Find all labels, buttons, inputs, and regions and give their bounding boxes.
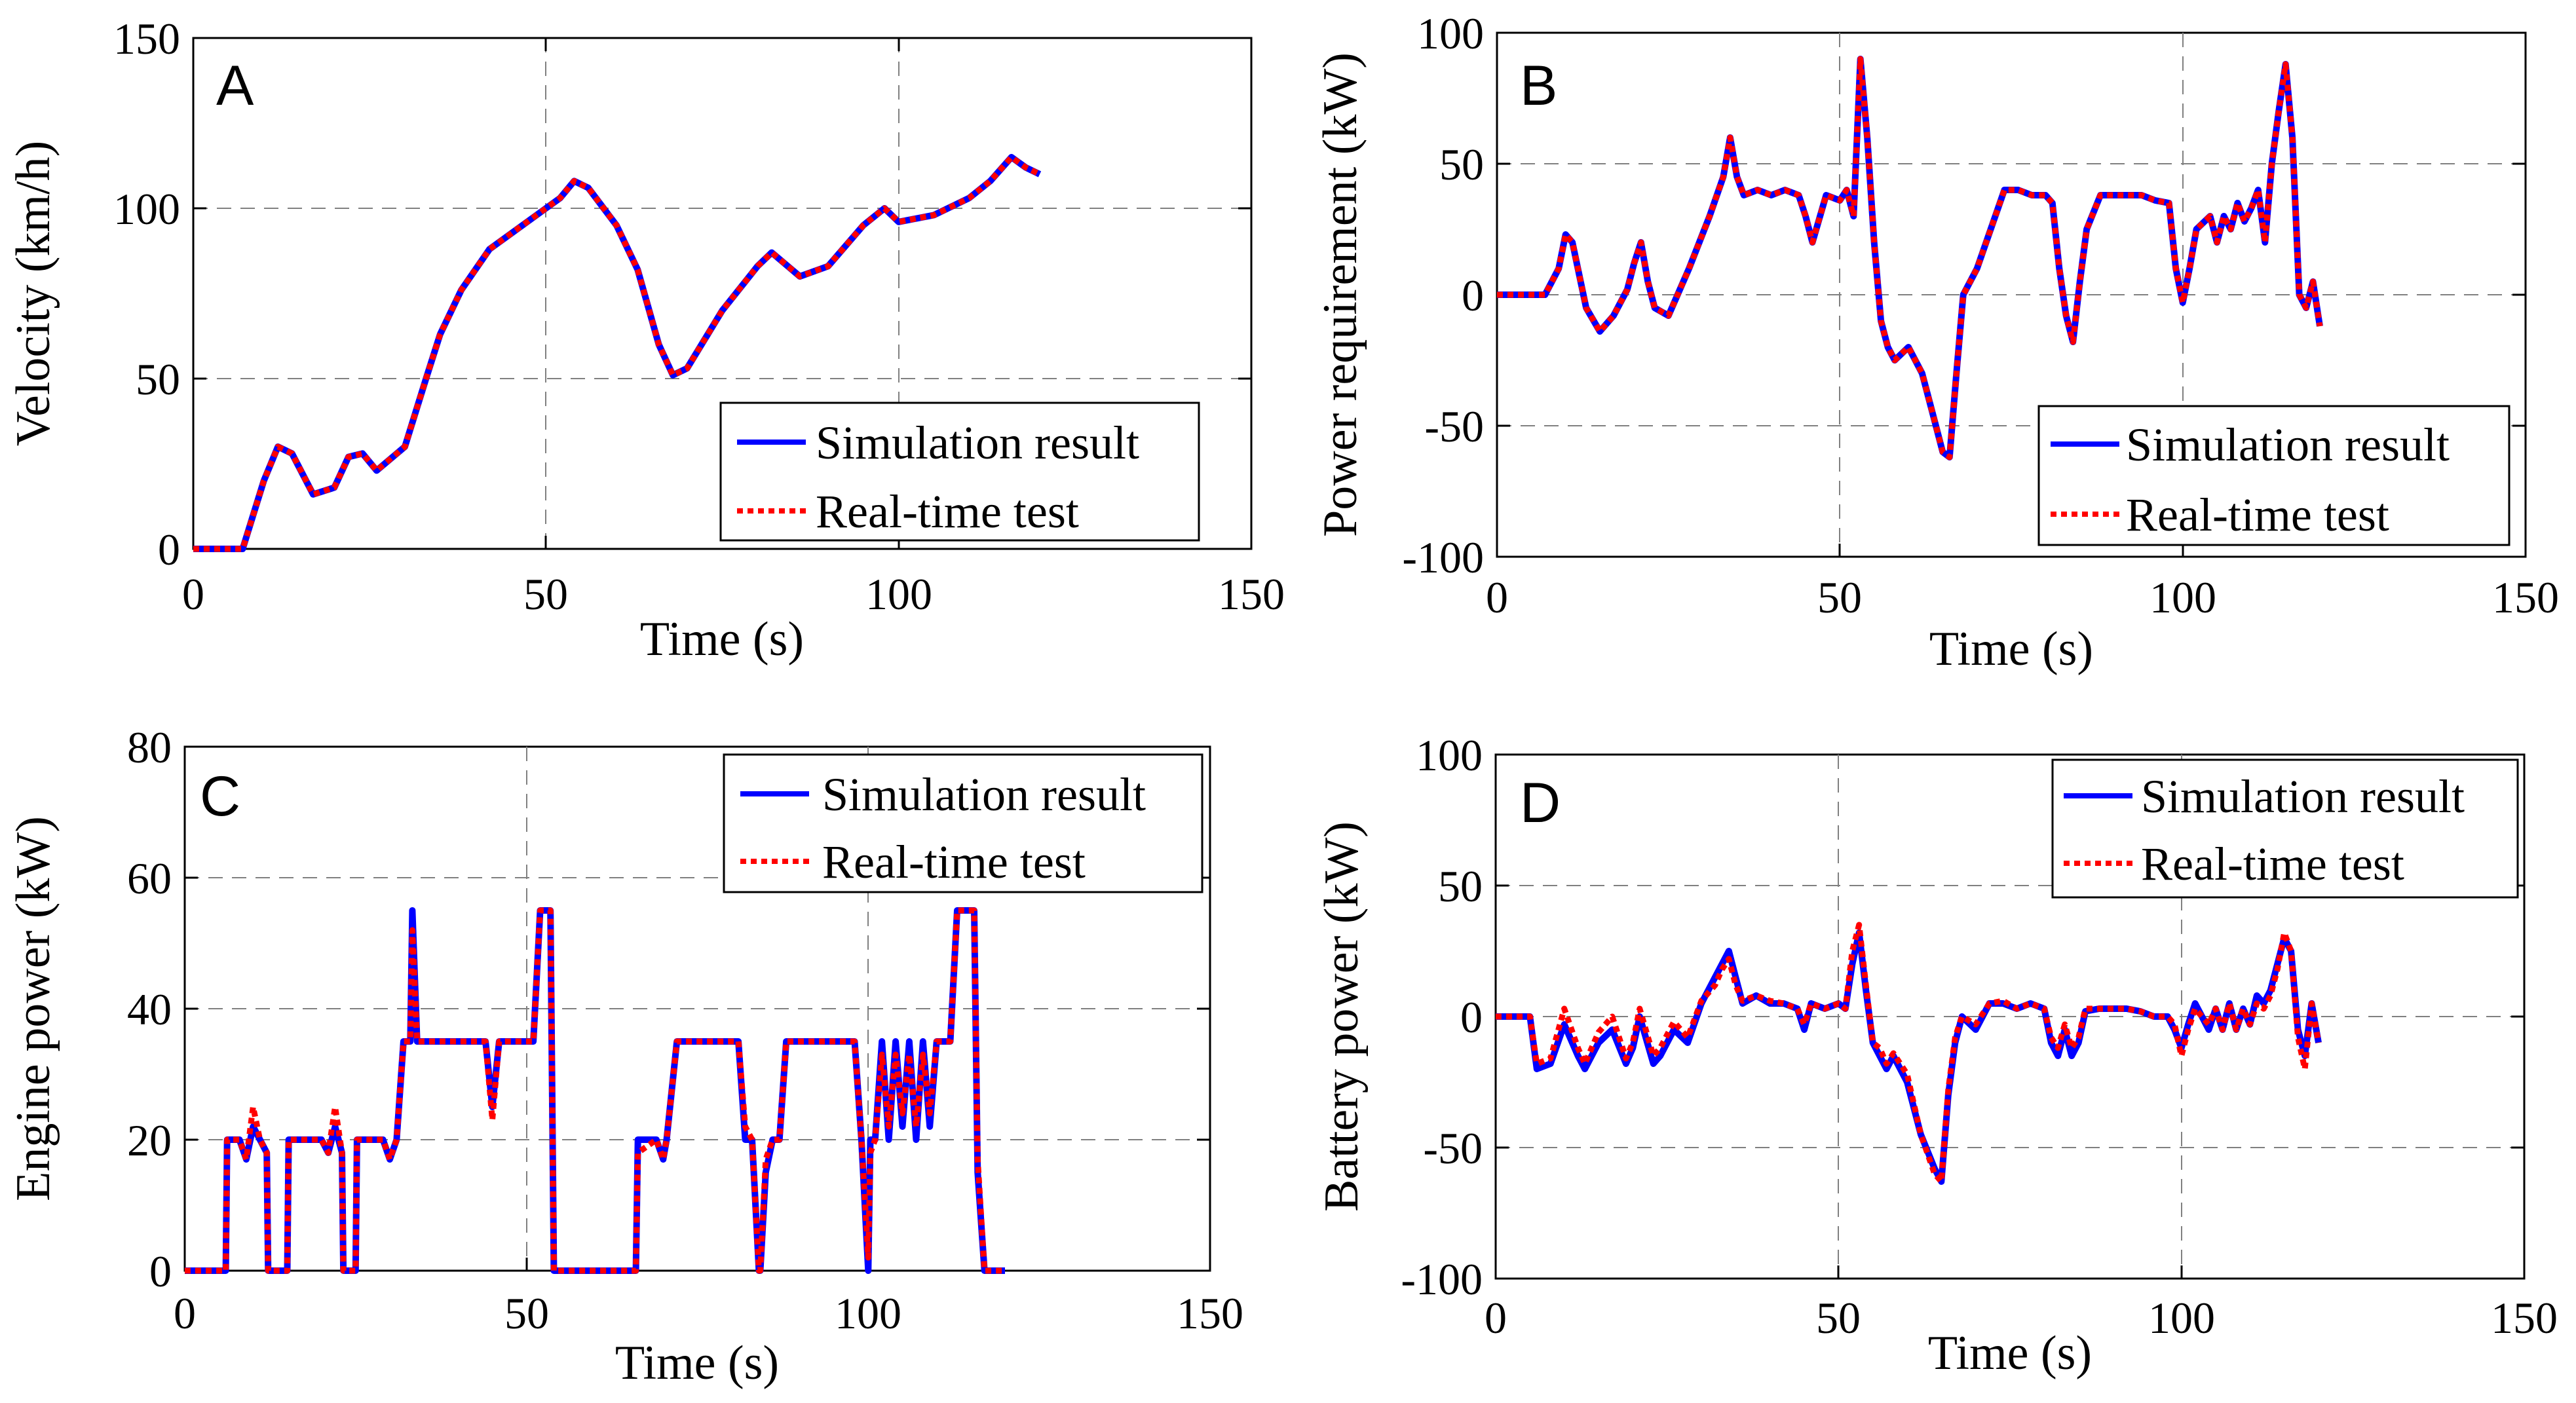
- panel-a-series: [193, 154, 1042, 552]
- panel-a-ytick-0: 0: [158, 525, 180, 574]
- panel-a-realtime-line: [193, 154, 1041, 552]
- panel-a-xtick-100: 100: [865, 569, 932, 619]
- panel-d-xtick-0: 0: [1485, 1293, 1507, 1343]
- panel-b-ytick-n50: -50: [1424, 402, 1484, 451]
- panel-d-ytick-0: 0: [1460, 992, 1483, 1042]
- panel-c-xtick-50: 50: [504, 1288, 549, 1338]
- panel-b: B 0 50 100 150 -100 -50 0 50 100 Time (s…: [1314, 9, 2559, 676]
- panel-a-xtick-0: 0: [182, 569, 204, 619]
- panel-d-ylabel: Battery power (kW): [1315, 821, 1369, 1212]
- panel-b-ytick-0: 0: [1462, 271, 1484, 320]
- panel-a-xtick-50: 50: [523, 569, 568, 619]
- panel-d-legend: Simulation result Real-time test: [2051, 758, 2519, 899]
- panel-a-legend: Simulation result Real-time test: [719, 402, 1200, 542]
- panel-a-ytick-50: 50: [136, 354, 180, 404]
- panel-a-xtick-150: 150: [1218, 569, 1285, 619]
- panel-a-label: A: [216, 54, 254, 117]
- panel-d-ytick-n50: -50: [1423, 1123, 1483, 1173]
- panel-d-simulation-line: [1496, 929, 2322, 1185]
- panel-b-xtick-150: 150: [2492, 572, 2559, 622]
- panel-c-ytick-40: 40: [127, 984, 172, 1034]
- panel-c-legend-rt-label: Real-time test: [822, 836, 1086, 888]
- panel-c-ytick-0: 0: [149, 1246, 172, 1296]
- panel-b-ytick-100: 100: [1417, 9, 1484, 58]
- panel-d-xtick-150: 150: [2491, 1293, 2558, 1343]
- panel-a-ytick-100: 100: [113, 184, 180, 234]
- panel-b-ytick-50: 50: [1439, 140, 1484, 189]
- panel-d-xtick-50: 50: [1816, 1293, 1861, 1343]
- panel-b-series: [1497, 56, 2323, 460]
- panel-a-ytick-150: 150: [113, 14, 180, 64]
- panel-d-realtime-line: [1496, 922, 2322, 1185]
- panel-d-legend-sim-label: Simulation result: [2141, 770, 2465, 823]
- panel-c-xtick-0: 0: [174, 1288, 196, 1338]
- panel-d-label: D: [1520, 772, 1561, 834]
- panel-a-xlabel: Time (s): [640, 612, 804, 666]
- panel-d-ytick-n100: -100: [1401, 1254, 1483, 1304]
- panel-d: D 0 50 100 150 -100 -50 0 50 100 Time (s…: [1315, 730, 2558, 1380]
- panel-d-legend-rt-label: Real-time test: [2141, 838, 2404, 890]
- panel-c-xtick-150: 150: [1177, 1288, 1243, 1338]
- panel-c-legend-sim-label: Simulation result: [822, 768, 1146, 821]
- panel-d-series: [1496, 922, 2322, 1185]
- panel-a-ylabel: Velocity (km/h): [7, 141, 60, 447]
- panel-d-ytick-100: 100: [1416, 730, 1483, 780]
- panel-b-legend: Simulation result Real-time test: [2037, 405, 2510, 546]
- panel-a: A 0 50 100 150 0 50 100 150 Time (s) Vel…: [7, 14, 1285, 666]
- panel-b-label: B: [1520, 54, 1557, 117]
- panel-d-ytick-50: 50: [1438, 861, 1483, 911]
- panel-b-realtime-line: [1497, 56, 2323, 460]
- panel-c-simulation-line: [185, 907, 1005, 1274]
- panel-c-ytick-80: 80: [127, 722, 172, 772]
- panel-c: C 0 50 100 150 0 20 40 60 80 Time (s) En…: [7, 722, 1243, 1390]
- panel-b-xlabel: Time (s): [1929, 622, 2093, 676]
- panel-b-ylabel: Power requirement (kW): [1314, 52, 1367, 537]
- panel-a-legend-sim-label: Simulation result: [816, 417, 1139, 469]
- panel-c-legend: Simulation result Real-time test: [723, 753, 1203, 893]
- panel-b-legend-sim-label: Simulation result: [2126, 419, 2450, 471]
- panel-d-xtick-100: 100: [2148, 1293, 2215, 1343]
- panel-c-xlabel: Time (s): [615, 1336, 779, 1390]
- panel-a-gridlines: [193, 38, 1251, 549]
- panel-b-ytick-n100: -100: [1402, 533, 1484, 582]
- panel-b-xtick-100: 100: [2150, 572, 2216, 622]
- panel-c-label: C: [200, 765, 240, 828]
- panel-b-legend-rt-label: Real-time test: [2126, 489, 2389, 541]
- panel-c-ytick-60: 60: [127, 853, 172, 903]
- panel-b-xtick-0: 0: [1486, 572, 1508, 622]
- panel-c-xtick-100: 100: [835, 1288, 901, 1338]
- panel-c-ylabel: Engine power (kW): [7, 816, 60, 1201]
- panel-a-legend-rt-label: Real-time test: [816, 485, 1079, 538]
- panel-b-xtick-50: 50: [1817, 572, 1862, 622]
- panel-c-series: [185, 907, 1005, 1274]
- panel-d-xlabel: Time (s): [1928, 1326, 2092, 1380]
- panel-c-ytick-20: 20: [127, 1115, 172, 1165]
